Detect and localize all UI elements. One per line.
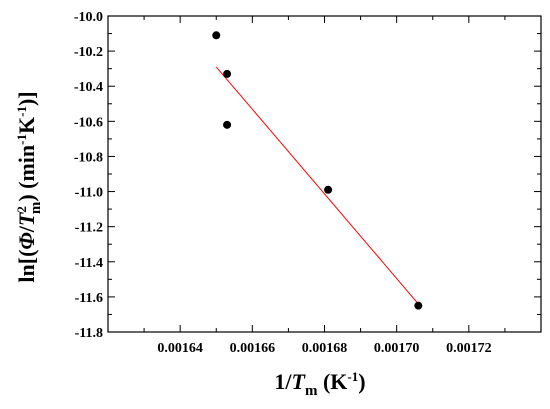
x-title-unit-close: ) (358, 369, 365, 394)
y-title-post: )] (14, 91, 39, 106)
data-point (324, 185, 333, 194)
y-tick-label: -11.2 (75, 221, 103, 236)
data-point (212, 31, 221, 40)
points-layer (212, 31, 423, 310)
y-title-phi: Φ (14, 232, 39, 249)
x-tick-label: 0.00170 (374, 341, 420, 356)
y-title-slash: / (14, 225, 39, 233)
ticks: 0.00164 0.00166 0.00168 0.00170 0.00172 -10.0… (74, 10, 542, 356)
y-tick-label: -11.6 (75, 291, 103, 306)
x-tick-label: 0.00164 (157, 341, 203, 356)
x-axis-title: 1/Tm (K-1) (274, 369, 365, 399)
y-tick-label: -11.0 (75, 186, 103, 201)
linear-fit-line (215, 66, 419, 305)
y-tick-label: -11.8 (75, 326, 103, 341)
plot-frame (107, 15, 542, 333)
x-title-unit-open: (K (317, 369, 347, 394)
x-tick-label: 0.00172 (446, 341, 492, 356)
x-title-sub: m (305, 383, 318, 399)
axes (107, 15, 542, 333)
data-point (223, 120, 232, 129)
y-tick-label: -10.0 (74, 10, 103, 25)
y-tick-label: -10.4 (74, 80, 103, 95)
x-tick-label: 0.00166 (230, 341, 276, 356)
x-title-base: 1/ (274, 369, 292, 394)
y-tick-label: -10.8 (74, 150, 103, 165)
data-point (223, 69, 232, 78)
y-tick-label: -10.2 (74, 45, 103, 60)
y-axis-title: ln[(Φ/T2m) (min-1K-1)] (14, 91, 44, 282)
x-tick-label: 0.00168 (302, 341, 348, 356)
y-title-sub: m (28, 201, 44, 214)
y-tick-label: -10.6 (74, 115, 103, 130)
y-title-sup2: 2 (14, 206, 29, 213)
y-title-italic: T (14, 211, 39, 226)
y-title-pre: ln[( (14, 250, 39, 283)
y-tick-label: -11.4 (75, 256, 103, 271)
y-title-k: K (14, 117, 39, 134)
x-title-italic: T (292, 369, 307, 394)
y-title-sup1: -1 (14, 134, 29, 145)
y-title-sup3: -1 (14, 106, 29, 117)
x-title-sup: -1 (347, 369, 358, 384)
fit-line-layer (215, 66, 419, 305)
y-title-mid: ) (min (14, 145, 39, 202)
data-point (414, 301, 423, 310)
